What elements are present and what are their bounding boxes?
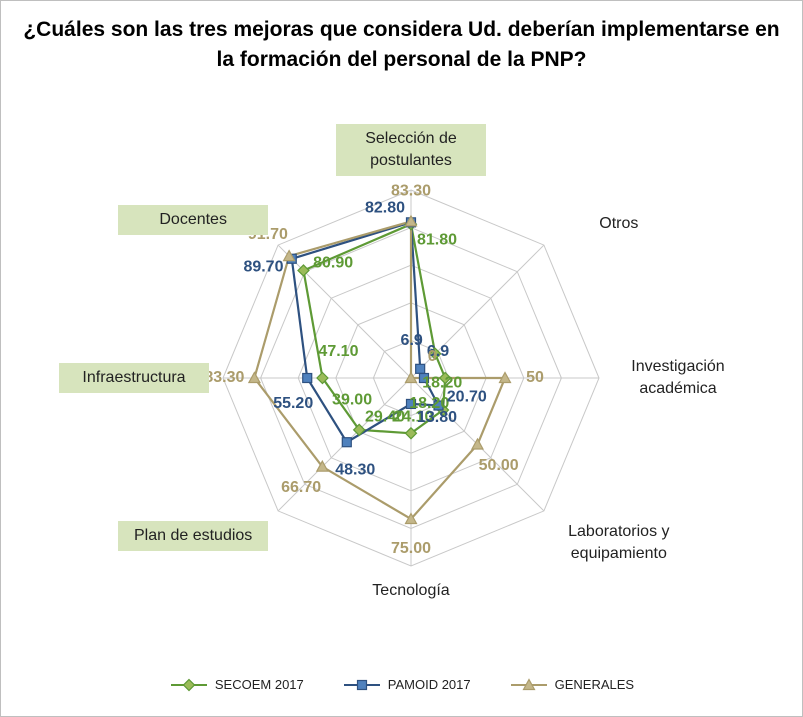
marker bbox=[428, 347, 442, 361]
value-label: 80.90 bbox=[313, 255, 353, 272]
value-label: 83.30 bbox=[391, 183, 431, 200]
marker bbox=[404, 512, 418, 525]
value-label: 83.30 bbox=[204, 369, 244, 386]
value-label: 29.40 bbox=[365, 408, 405, 425]
value-label: 48.30 bbox=[335, 462, 375, 479]
value-label: 13.80 bbox=[417, 409, 457, 426]
value-label: 50 bbox=[526, 369, 544, 386]
marker bbox=[352, 423, 366, 437]
value-label: 6.9 bbox=[401, 332, 423, 349]
legend-label: GENERALES bbox=[554, 677, 635, 692]
category-label: Infraestructura bbox=[59, 363, 209, 393]
marker bbox=[433, 400, 444, 411]
value-label: 6.9 bbox=[427, 343, 449, 360]
value-label: 0 bbox=[428, 348, 437, 365]
category-label: Plan de estudios bbox=[118, 520, 269, 551]
value-label: 89.70 bbox=[243, 258, 283, 275]
marker bbox=[470, 437, 484, 450]
marker bbox=[282, 249, 296, 262]
marker bbox=[302, 372, 313, 384]
marker bbox=[404, 214, 418, 227]
value-label: 18.20 bbox=[422, 375, 462, 392]
value-label: 81.80 bbox=[417, 231, 457, 248]
marker bbox=[247, 371, 261, 384]
marker bbox=[316, 371, 329, 385]
marker bbox=[438, 371, 452, 385]
marker bbox=[522, 677, 536, 690]
value-label: 55.20 bbox=[273, 395, 313, 412]
chart-title: ¿Cuáles son las tres mejoras que conside… bbox=[23, 18, 780, 71]
marker bbox=[356, 679, 367, 690]
marker bbox=[405, 398, 417, 410]
value-label: 20.70 bbox=[447, 388, 487, 405]
marker bbox=[498, 371, 512, 384]
category-label: Docentes bbox=[118, 205, 269, 236]
marker bbox=[418, 372, 430, 384]
marker bbox=[404, 426, 418, 440]
legend-item: GENERALES bbox=[509, 677, 634, 692]
value-label: 47.10 bbox=[318, 343, 358, 360]
spoke bbox=[277, 244, 412, 379]
category-label: Selección de postulantes bbox=[336, 124, 486, 176]
category-label: Laboratorios y equipamiento bbox=[568, 522, 670, 562]
legend-item: PAMOID 2017 bbox=[342, 677, 471, 692]
legend-label: SECOEM 2017 bbox=[214, 677, 304, 692]
legend-swatch bbox=[170, 678, 207, 691]
legend-item: SECOEM 2017 bbox=[169, 677, 304, 692]
value-label: 50.00 bbox=[479, 457, 519, 474]
marker bbox=[341, 437, 352, 448]
marker bbox=[182, 678, 196, 691]
legend-swatch bbox=[343, 679, 380, 690]
value-label: 75.00 bbox=[391, 540, 431, 557]
value-label: 82.80 bbox=[365, 200, 405, 217]
legend: SECOEM 2017 PAMOID 2017 GENERALES bbox=[1, 677, 802, 692]
legend-swatch bbox=[510, 677, 547, 690]
value-label: 18.20 bbox=[409, 395, 449, 412]
category-label: Investigación académica bbox=[631, 358, 725, 397]
marker bbox=[297, 264, 310, 277]
legend-label: PAMOID 2017 bbox=[387, 677, 471, 692]
category-label: Otros bbox=[599, 215, 639, 233]
value-label: 39.00 bbox=[332, 391, 372, 408]
marker bbox=[404, 371, 418, 384]
marker bbox=[415, 363, 426, 374]
value-label: 24.10 bbox=[393, 408, 433, 425]
category-label: Tecnología bbox=[372, 582, 450, 599]
marker bbox=[315, 459, 329, 472]
value-label: 66.70 bbox=[281, 479, 321, 496]
